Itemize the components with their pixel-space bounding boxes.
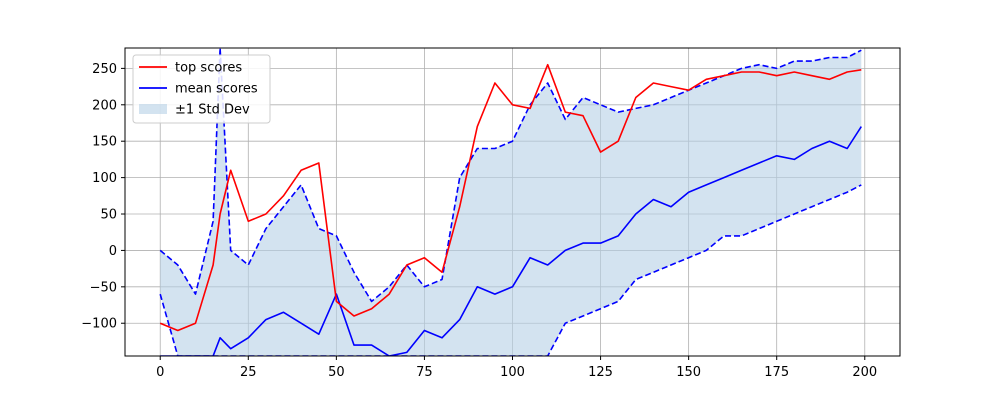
y-tick-label: 100 (92, 171, 117, 186)
x-tick-label: 25 (240, 365, 257, 380)
y-tick-label: −100 (81, 317, 117, 332)
series-line--1-std-dev-lower (159, 184, 862, 356)
legend-label: ±1 Std Dev (175, 103, 250, 118)
x-tick-label: 150 (676, 365, 701, 380)
y-tick-label: 0 (109, 244, 117, 259)
x-tick-label: 50 (328, 365, 345, 380)
series-lines (159, 48, 862, 356)
y-tick-label: 50 (100, 208, 117, 223)
x-tick-label: 125 (588, 365, 613, 380)
y-axis: −100 −50 0 50 100 150 200 250 (81, 62, 125, 332)
legend-box (132, 54, 271, 124)
x-axis: 0 25 50 75 100 125 150 175 200 (156, 356, 877, 380)
x-tick-label: 100 (500, 365, 525, 380)
y-tick-label: 150 (92, 135, 117, 150)
x-tick-label: 75 (416, 365, 433, 380)
x-tick-label: 200 (852, 365, 877, 380)
legend: top scores mean scores ±1 Std Dev (132, 54, 271, 124)
x-tick-label: 175 (764, 365, 789, 380)
y-tick-label: 200 (92, 98, 117, 113)
legend-label: top scores (175, 61, 242, 76)
legend-label: mean scores (175, 82, 258, 97)
y-tick-label: −50 (90, 280, 117, 295)
x-tick-label: 0 (156, 365, 164, 380)
y-tick-label: 250 (92, 62, 117, 77)
series-line-mean-scores (160, 126, 862, 356)
series-line-top-scores (159, 63, 862, 332)
series-line--1-std-dev-upper (159, 48, 862, 303)
std-dev-band (160, 48, 862, 356)
legend-swatch (139, 104, 167, 114)
std-dev-area (160, 48, 862, 356)
